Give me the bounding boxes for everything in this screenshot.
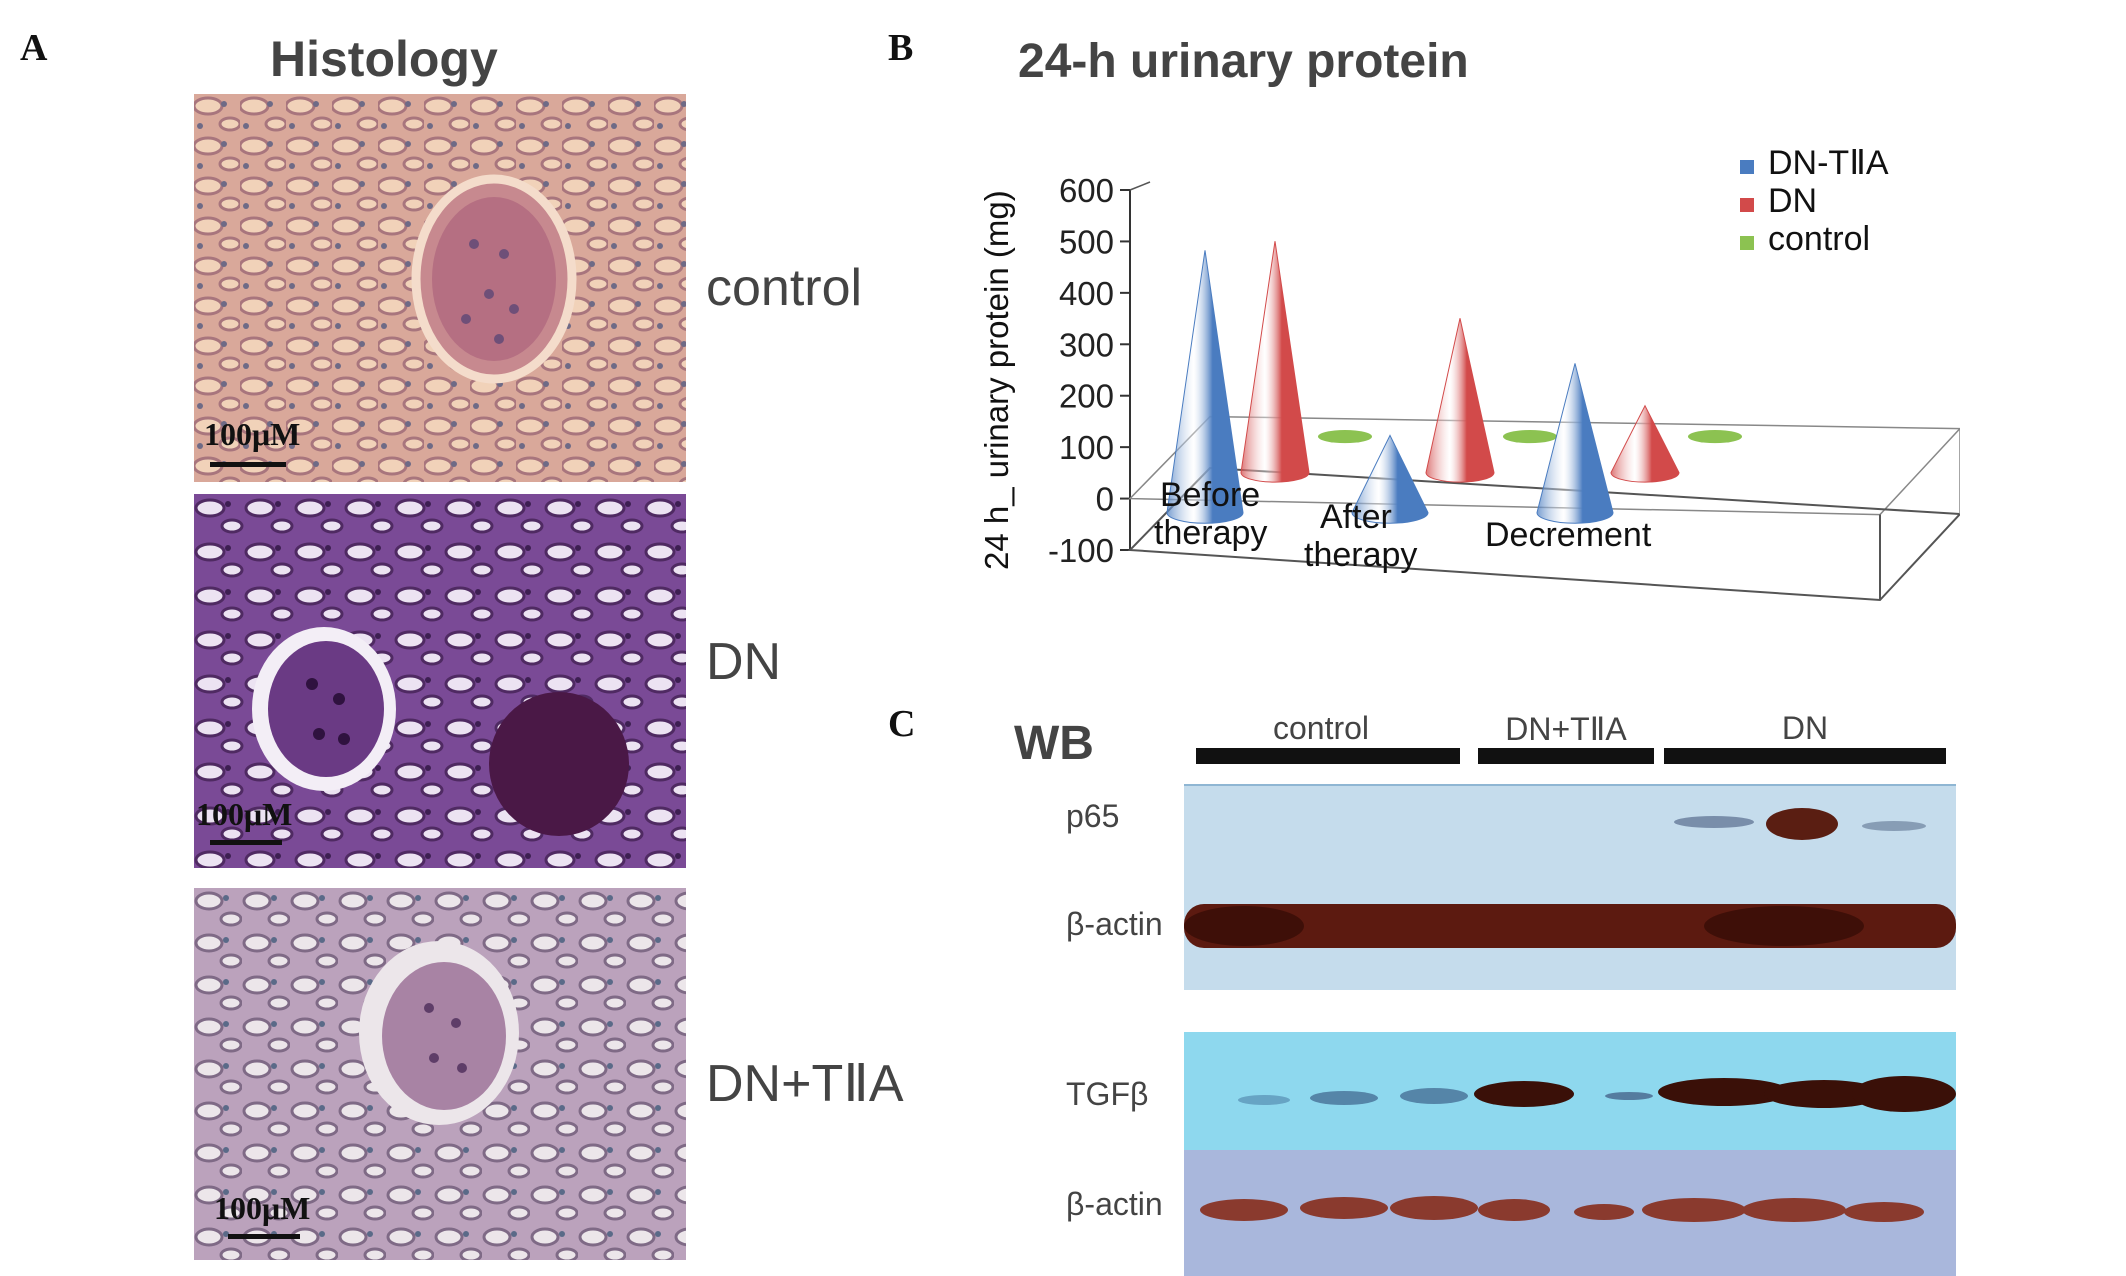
panel-b-letter: B: [888, 27, 914, 69]
micrograph-dn: 100μM: [194, 494, 686, 868]
wb-row-label-actin-1: β-actin: [1066, 906, 1163, 942]
legend-label: DN: [1768, 182, 1817, 220]
panel-a-letter: A: [20, 27, 48, 69]
cone-mark: [1610, 404, 1680, 483]
legend-swatch: [1740, 160, 1754, 174]
micrograph-control: 100μM: [194, 94, 686, 482]
wb-group-dn: DN: [1781, 710, 1829, 746]
y-tick-label: 400: [1059, 275, 1114, 312]
histology-label-control: control: [706, 259, 863, 317]
cone-mark: [1166, 250, 1244, 524]
histology-title: Histology: [270, 31, 498, 87]
y-tick-label: -100: [1048, 532, 1114, 569]
axis-depth-line: [1129, 181, 1151, 191]
wb-group-bar-dn-tiia: [1478, 748, 1654, 764]
micrograph-dn-tiia: 100μM: [194, 888, 686, 1260]
scale-label-control: 100μM: [204, 416, 301, 452]
scale-bar-dn: [210, 840, 282, 845]
y-axis-label: 24 h_ urinary protein (mg): [978, 190, 1015, 570]
scale-label-dn: 100μM: [196, 796, 293, 832]
cone-mark: [1425, 318, 1495, 483]
y-tick-label: 600: [1059, 172, 1114, 209]
wb-title: WB: [1014, 717, 1094, 770]
y-tick-label: 200: [1059, 378, 1114, 415]
chart-title: 24-h urinary protein: [1018, 35, 1469, 88]
cone-chart: 600 500 400 300 200 100 0 -100 Before therapy Afte…: [978, 144, 1960, 602]
wb-group-control: control: [1272, 710, 1370, 746]
scale-label-dn-tiia: 100μM: [214, 1190, 311, 1226]
scale-bar-control: [210, 462, 286, 467]
histology-label-dn-tiia: DN+TⅡA: [706, 1055, 904, 1113]
histology-label-dn: DN: [706, 633, 782, 691]
wb-membrane-2: [1184, 1032, 1956, 1276]
wb-group-dn-tiia: DN+TⅡA: [1505, 711, 1627, 747]
y-tick-label: 0: [1096, 481, 1114, 518]
wb-group-bar-control: [1196, 748, 1460, 764]
y-tick-label: 500: [1059, 223, 1114, 260]
cone-mark: [1351, 434, 1429, 524]
x-category-label: Before therapy: [1154, 476, 1267, 552]
y-tick-label: 100: [1059, 429, 1114, 466]
legend-swatch: [1740, 198, 1754, 212]
cone-mark: [1240, 241, 1310, 483]
scale-bar-dn-tiia: [228, 1234, 300, 1239]
cone-mark: [1536, 363, 1614, 524]
legend-swatch: [1740, 236, 1754, 250]
panel-c-letter: C: [888, 703, 916, 745]
legend-label: DN-TⅡA: [1768, 144, 1889, 182]
cone-mark-flat: [1503, 429, 1557, 444]
legend-label: control: [1768, 220, 1870, 258]
wb-row-label-actin-2: β-actin: [1066, 1186, 1163, 1222]
cone-mark-flat: [1318, 429, 1372, 444]
wb-group-bar-dn: [1664, 748, 1946, 764]
x-category-label: After therapy: [1304, 498, 1417, 574]
wb-row-label-tgfb: TGFβ: [1066, 1076, 1149, 1112]
wb-row-label-p65: p65: [1066, 798, 1120, 834]
cone-mark-flat: [1688, 429, 1742, 444]
x-category-label: Decrement: [1485, 516, 1652, 554]
y-tick-label: 300: [1059, 326, 1114, 363]
wb-membrane-1: [1184, 784, 1956, 990]
